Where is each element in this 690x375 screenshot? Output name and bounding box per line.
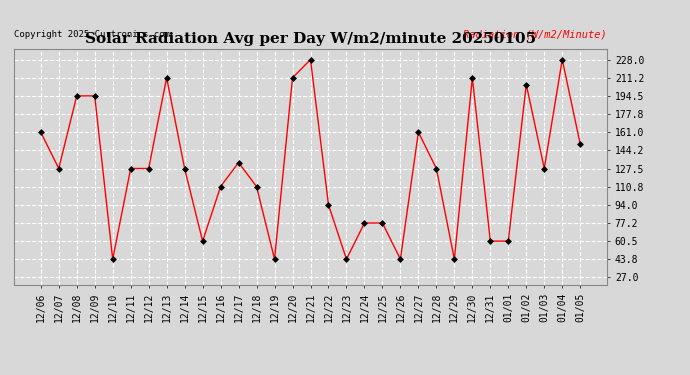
Text: Copyright 2025 Curtronics.com: Copyright 2025 Curtronics.com xyxy=(14,30,170,39)
Title: Solar Radiation Avg per Day W/m2/minute 20250105: Solar Radiation Avg per Day W/m2/minute … xyxy=(85,32,536,46)
Text: Radiation (W/m2/Minute): Radiation (W/m2/Minute) xyxy=(464,29,607,39)
